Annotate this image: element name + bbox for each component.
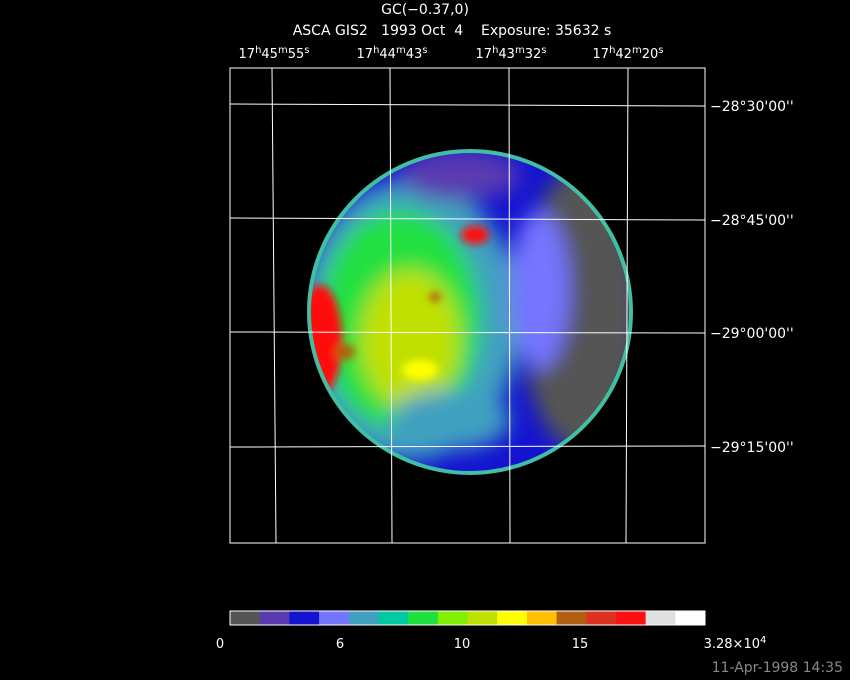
label-part: 4 [760,635,766,646]
colorbar-swatch [378,611,409,625]
label-part: 17 [476,47,493,62]
coordinate-grid [229,67,706,544]
colorbar-swatch [586,611,617,625]
colorbar-swatch [319,611,350,625]
label-part: 15 [572,637,589,652]
label-part: m [515,45,525,56]
colorbar-label: 3.28×104 [704,635,767,652]
timestamp: 11-Apr-1998 14:35 [712,660,843,676]
colorbar-label: 15 [572,637,589,652]
colorbar-swatch [348,611,379,625]
ra-label: 17h42m20s [593,45,664,62]
colorbar-swatch [289,611,320,625]
label-part: h [373,45,379,56]
colorbar-swatch [556,611,587,625]
ra-label: 17h43m32s [476,45,547,62]
label-part: h [255,45,261,56]
dec-label: −28°45'00'' [710,213,794,229]
label-part: 32 [525,47,542,62]
colorbar-frame [229,610,706,626]
colorbar-swatch [437,611,468,625]
label-part: 43 [406,47,423,62]
sky-image [307,149,633,475]
label-part: 45 [261,47,278,62]
colorbar-swatch [615,611,647,625]
label-part: m [278,45,288,56]
label-part: 6 [336,637,344,652]
label-part: 17 [593,47,610,62]
label-part: 20 [642,47,659,62]
label-part: 3.28×10 [704,637,760,652]
label-part: 55 [288,47,305,62]
label-part: h [492,45,498,56]
label-part: 43 [498,47,515,62]
title: GC(−0.37,0) [381,2,469,18]
label-part: 44 [379,47,396,62]
dec-label: −28°30'00'' [710,99,794,115]
dec-label: −29°15'00'' [710,440,794,456]
label-part: 17 [357,47,374,62]
colorbar-label: 10 [454,637,471,652]
colorbar-swatch [467,611,498,625]
dec-label: −29°00'00'' [710,326,794,342]
ra-label: 17h44m43s [357,45,428,62]
label-part: 17 [239,47,256,62]
label-part: m [632,45,642,56]
colorbar-swatch [259,611,290,625]
label-part: s [658,45,663,56]
frame [229,67,706,544]
label-part: s [541,45,546,56]
label-part: h [609,45,615,56]
colorbar-swatch [497,611,528,625]
ra-label: 17h45m55s [239,45,310,62]
subtitle: ASCA GIS2 1993 Oct 4 Exposure: 35632 s [293,23,612,39]
label-part: m [396,45,406,56]
colorbar-label: 6 [336,637,344,652]
colorbar-swatch [526,611,558,625]
label-part: 10 [454,637,471,652]
colorbar-swatch [408,611,439,625]
colorbar-swatch [675,611,706,625]
label-part: s [304,45,309,56]
colorbar-label: 0 [216,637,224,652]
label-part: 42 [615,47,632,62]
label-part: s [422,45,427,56]
colorbar-swatch [645,611,676,625]
colorbar-swatch [230,611,261,625]
label-part: 0 [216,637,224,652]
